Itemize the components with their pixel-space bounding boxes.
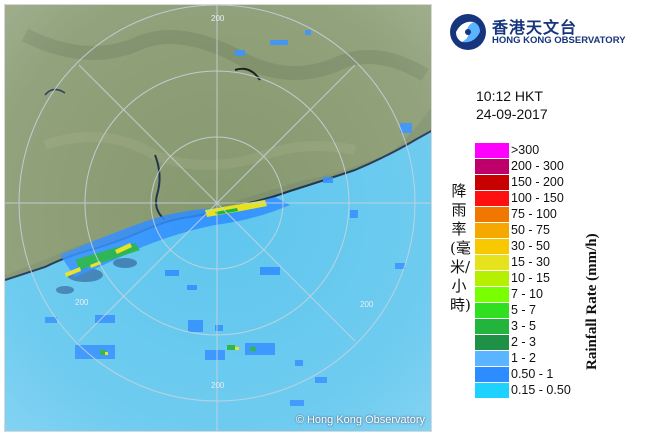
legend-swatch: [475, 287, 509, 302]
legend-label: 75 - 100: [511, 207, 557, 221]
legend-item: 0.50 - 1: [475, 367, 611, 382]
date-stamp: 24-09-2017: [476, 106, 548, 122]
time-stamp: 10:12 HKT: [476, 88, 543, 104]
legend-swatch: [475, 271, 509, 286]
radar-map[interactable]: 200 200 200 200 © Hong Kong Observatory: [4, 4, 432, 432]
legend-swatch: [475, 175, 509, 190]
legend-label: 5 - 7: [511, 303, 537, 317]
range-label-south: 200: [211, 381, 225, 390]
range-label-east: 200: [360, 300, 374, 309]
legend-swatch: [475, 159, 509, 174]
legend-label: 50 - 75: [511, 223, 550, 237]
legend-item: 15 - 30: [475, 255, 611, 270]
legend-swatch: [475, 207, 509, 222]
legend-swatch: [475, 303, 509, 318]
range-labels: 200 200 200 200: [75, 14, 374, 390]
observatory-logo[interactable]: 香港天文台 HONG KONG OBSERVATORY: [448, 12, 648, 56]
legend-swatch: [475, 255, 509, 270]
legend-label: 15 - 30: [511, 255, 550, 269]
legend-label: 0.50 - 1: [511, 367, 554, 381]
legend-item: 75 - 100: [475, 207, 611, 222]
legend-label: 2 - 3: [511, 335, 537, 349]
legend-swatch: [475, 367, 509, 382]
legend-item: 200 - 300: [475, 159, 611, 174]
legend-item: >300: [475, 143, 611, 158]
legend-label: 1 - 2: [511, 351, 537, 365]
legend-label: >300: [511, 143, 540, 157]
legend-item: 7 - 10: [475, 287, 611, 302]
legend-title-en: Rainfall Rate (mm/h): [584, 233, 600, 370]
legend-item: 30 - 50: [475, 239, 611, 254]
legend-item: 2 - 3: [475, 335, 611, 350]
legend-label: 100 - 150: [511, 191, 564, 205]
legend-swatch: [475, 223, 509, 238]
legend-item: 0.15 - 0.50: [475, 383, 611, 398]
logo-name-en: HONG KONG OBSERVATORY: [492, 35, 626, 46]
legend-item: 3 - 5: [475, 319, 611, 334]
legend-label: 0.15 - 0.50: [511, 383, 571, 397]
legend-title-cn: 降雨率(毫米/小時): [450, 182, 471, 314]
legend-label: 3 - 5: [511, 319, 537, 333]
legend-swatch: [475, 319, 509, 334]
copyright-text: © Hong Kong Observatory: [295, 414, 425, 426]
logo-name-cn: 香港天文台: [492, 18, 578, 37]
observatory-emblem-icon: [450, 14, 486, 50]
legend-item: 5 - 7: [475, 303, 611, 318]
legend-item: 100 - 150: [475, 191, 611, 206]
legend-item: 150 - 200: [475, 175, 611, 190]
info-panel: 香港天文台 HONG KONG OBSERVATORY 10:12 HKT 24…: [432, 0, 650, 435]
legend-swatch: [475, 351, 509, 366]
legend-swatch: [475, 335, 509, 350]
legend-label: 10 - 15: [511, 271, 550, 285]
range-rings: [5, 5, 431, 431]
range-label-west: 200: [75, 298, 89, 307]
legend-swatch: [475, 239, 509, 254]
legend-swatch: [475, 383, 509, 398]
legend-swatch: [475, 143, 509, 158]
legend-item: 10 - 15: [475, 271, 611, 286]
legend-label: 150 - 200: [511, 175, 564, 189]
legend-label: 200 - 300: [511, 159, 564, 173]
range-label-north: 200: [211, 14, 225, 23]
legend-item: 1 - 2: [475, 351, 611, 366]
legend-item: 50 - 75: [475, 223, 611, 238]
legend-label: 7 - 10: [511, 287, 543, 301]
legend-label: 30 - 50: [511, 239, 550, 253]
legend-swatch: [475, 191, 509, 206]
radar-map-canvas: 200 200 200 200: [5, 5, 431, 431]
